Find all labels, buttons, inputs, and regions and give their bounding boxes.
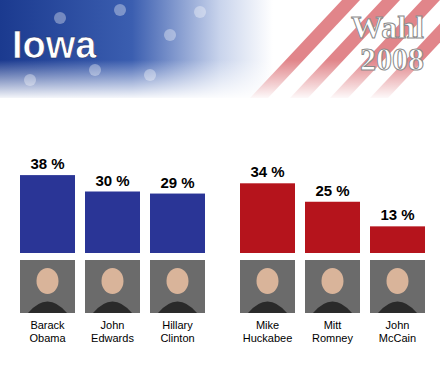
- category-line: Romney: [312, 332, 353, 344]
- star: [54, 12, 66, 24]
- data-label: 34 %: [250, 163, 284, 180]
- data-label: 25 %: [315, 182, 349, 199]
- bar: [150, 194, 205, 253]
- photo-face: [37, 268, 59, 294]
- photo-bg: [240, 260, 295, 313]
- data-label: 29 %: [160, 174, 194, 191]
- photo-bg: [305, 260, 360, 313]
- photo-face: [257, 268, 279, 294]
- photo-face: [387, 268, 409, 294]
- photo-bg: [370, 260, 425, 313]
- category-label: BarackObama: [29, 319, 66, 344]
- photo-bg: [85, 260, 140, 313]
- category-line: Barack: [30, 319, 65, 331]
- chart: IowaWahl200838 %BarackObama30 %JohnEdwar…: [0, 0, 440, 381]
- bar: [370, 226, 425, 253]
- title: Iowa: [12, 24, 97, 66]
- category-line: Obama: [29, 332, 66, 344]
- bars: [20, 175, 425, 253]
- logo-text: 2008: [360, 41, 424, 77]
- photo-body: [378, 302, 417, 314]
- star: [164, 29, 176, 41]
- star: [194, 6, 206, 18]
- photo-body: [28, 302, 67, 314]
- photo-body: [248, 302, 287, 314]
- labels: 38 %BarackObama30 %JohnEdwards29 %Hillar…: [29, 155, 416, 344]
- category-label: MikeHuckabee: [243, 319, 293, 344]
- star: [114, 4, 126, 16]
- photo-bg: [20, 260, 75, 313]
- category-line: Clinton: [160, 332, 194, 344]
- logo-text: Wahl: [351, 9, 424, 45]
- category-label: JohnEdwards: [91, 319, 134, 344]
- photo-face: [322, 268, 344, 294]
- photo-body: [313, 302, 352, 314]
- photo: [20, 260, 75, 313]
- bar: [85, 192, 140, 254]
- data-label: 30 %: [95, 172, 129, 189]
- photo-face: [167, 268, 189, 294]
- category-line: John: [101, 319, 125, 331]
- category-line: McCain: [379, 332, 416, 344]
- photo: [85, 260, 140, 313]
- category-label: HillaryClinton: [160, 319, 194, 344]
- category-line: Mike: [256, 319, 279, 331]
- photo-body: [93, 302, 132, 314]
- bar: [240, 183, 295, 253]
- category-label: JohnMcCain: [379, 319, 416, 344]
- photo: [305, 260, 360, 313]
- category-line: Hillary: [162, 319, 193, 331]
- photo: [150, 260, 205, 313]
- header: [0, 0, 440, 100]
- bar: [305, 202, 360, 253]
- photo: [240, 260, 295, 313]
- data-label: 38 %: [30, 155, 64, 172]
- category-line: Edwards: [91, 332, 134, 344]
- category-line: Huckabee: [243, 332, 293, 344]
- bar: [20, 175, 75, 253]
- data-label: 13 %: [380, 206, 414, 223]
- chart-root: IowaWahl200838 %BarackObama30 %JohnEdwar…: [0, 0, 440, 381]
- category-line: Mitt: [324, 319, 342, 331]
- photo-body: [158, 302, 197, 314]
- photo-face: [102, 268, 124, 294]
- category-label: MittRomney: [312, 319, 353, 344]
- photo-bg: [150, 260, 205, 313]
- photo: [370, 260, 425, 313]
- category-line: John: [386, 319, 410, 331]
